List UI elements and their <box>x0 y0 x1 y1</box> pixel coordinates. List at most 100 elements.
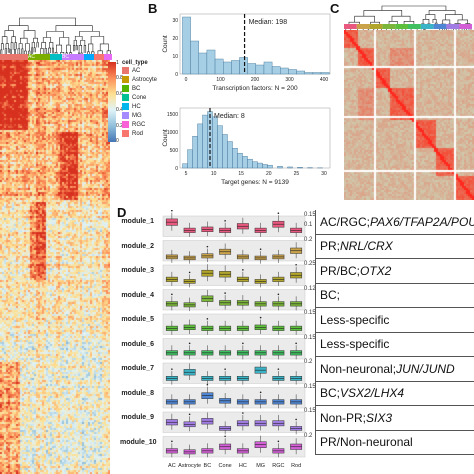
legend-label: Rod <box>132 130 144 137</box>
module-color-bar <box>344 24 357 29</box>
x-tick-label: 200 <box>251 77 260 83</box>
dendrogram-branch <box>17 48 21 55</box>
module-label: module_5 <box>121 316 154 323</box>
module-color-bar <box>395 24 408 29</box>
dendrogram-branch <box>56 44 63 53</box>
module-y-tick: 0.2 <box>304 236 313 243</box>
histogram-bar <box>231 60 240 75</box>
celltype-segment <box>62 54 72 60</box>
x-tick-label: 400 <box>320 77 329 83</box>
dendrogram-branch <box>106 50 111 55</box>
panel-b-histogram-bottom: Median: 8 0 500 1000 1500 5 10 15 20 25 30 Target g… <box>162 107 331 186</box>
y-tick-label: 10 <box>172 54 178 60</box>
module-panel-bg <box>162 264 306 286</box>
module-color-bar <box>446 24 460 29</box>
celltype-segment <box>28 54 36 60</box>
histogram-bar <box>187 149 193 169</box>
panel-a-celltype-bar <box>0 54 112 60</box>
annotation-gene-text: JUN/JUND <box>396 361 455 376</box>
histogram-bar <box>242 156 248 169</box>
histogram-bar <box>197 123 203 169</box>
dendrogram-branch <box>90 36 105 44</box>
histogram-bar <box>182 163 188 169</box>
module-y-tick: 0.25 <box>304 261 316 267</box>
dendrogram-branch <box>74 36 83 41</box>
annotation-text: PR/Non-neuronal <box>320 435 413 450</box>
module-panel-bg <box>162 313 306 335</box>
dendrogram-branch <box>381 5 447 11</box>
module-annotation-row: PR; NRL/CRX <box>315 234 474 259</box>
boxplot-outlier <box>171 293 173 296</box>
annotation-gene-text: SIX3 <box>366 410 393 425</box>
module-y-tick: 0.15 <box>304 212 316 218</box>
legend-label: Astrocyte <box>132 76 158 83</box>
legend-item: Cone <box>122 93 162 102</box>
boxplot-outlier <box>242 342 244 345</box>
y-tick-label: 30 <box>172 18 178 24</box>
module-y-tick: 0.12 <box>304 285 316 292</box>
histogram-bar <box>237 152 243 169</box>
histogram-bar <box>223 61 232 75</box>
dendrogram-branch <box>19 17 76 26</box>
panel-a-dendrogram <box>0 17 112 55</box>
dendrogram-branch <box>0 49 3 55</box>
legend-swatch <box>122 94 129 101</box>
legend-item: AC <box>122 66 162 75</box>
legend-label: Cone <box>132 94 147 101</box>
dendrogram-branch <box>99 43 109 51</box>
y-tick-label: 1500 <box>167 112 178 118</box>
histogram-bar <box>252 161 258 169</box>
module-panel-bg <box>162 362 306 384</box>
panel-c-correlation-heatmap <box>344 30 474 200</box>
dendrogram-branch <box>65 52 68 55</box>
dendrogram-branch <box>47 52 50 55</box>
module-annotation-row: AC/RGC; PAX6/TFAP2A/POU6 <box>315 210 474 235</box>
boxplot-outlier <box>295 418 297 421</box>
dendrogram-branch <box>79 31 100 37</box>
module-annotation-row: Less-specific <box>315 332 474 357</box>
histogram-bar <box>192 136 198 169</box>
module-label: module_4 <box>121 291 154 299</box>
module-color-bar <box>433 24 447 29</box>
boxplot-outlier <box>224 220 226 222</box>
dendrogram-branch <box>97 50 103 55</box>
dendrogram-branch <box>51 47 54 54</box>
x-category-label: Astrocyte <box>178 463 201 469</box>
histogram-bar <box>287 166 293 169</box>
histogram-bar <box>198 52 208 75</box>
panel-a: AC BC AC 1 0.8 0.6 0.4 0.2 0 <box>0 0 123 474</box>
dendrogram-branch <box>46 31 64 38</box>
legend-item: HC <box>122 102 162 111</box>
dendrogram-branch <box>40 47 44 55</box>
dendrogram-branch <box>80 40 86 46</box>
annotation-gene-text: OTX2 <box>360 263 392 278</box>
boxplot-outlier <box>259 391 262 394</box>
dendrogram-branch <box>1 36 8 44</box>
module-label: module_8 <box>121 389 154 397</box>
histogram-bar <box>267 164 273 169</box>
legend-item: Astrocyte <box>122 75 162 84</box>
dendrogram-branch <box>78 52 80 55</box>
dendrogram-branch <box>363 10 403 17</box>
annotation-text: Non-PR; <box>320 410 367 425</box>
legend-item: Rod <box>122 129 162 138</box>
legend-items: AC Astrocyte BC Cone HC MG RGC Rod <box>122 66 162 138</box>
dendrogram-branch <box>80 52 83 55</box>
x-tick-label: 0 <box>185 77 188 83</box>
dendrogram-branch <box>391 15 411 22</box>
histogram-bar <box>255 64 265 75</box>
x-category-label: HC <box>239 463 247 469</box>
boxplot-outlier <box>224 435 226 438</box>
module-panel-bg <box>162 338 306 360</box>
dendrogram-branch <box>33 37 38 43</box>
annotation-text: PR; <box>320 239 341 254</box>
boxplot-outlier <box>206 318 209 320</box>
boxplot-outlier <box>277 293 280 296</box>
histogram-bar <box>262 164 268 169</box>
dendrogram-branch <box>20 37 28 44</box>
dendrogram-branch <box>87 51 90 55</box>
dendrogram-branch <box>4 48 8 55</box>
dendrogram-branch <box>28 50 31 55</box>
legend-item: BC <box>122 84 162 93</box>
dendrogram-branch <box>5 43 9 49</box>
